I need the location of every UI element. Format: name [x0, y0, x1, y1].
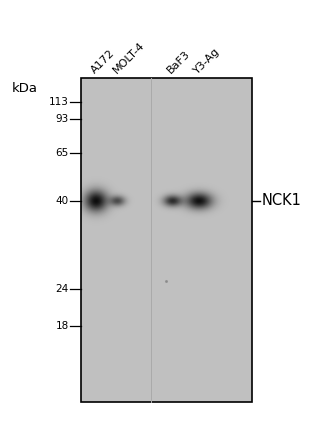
- Text: NCK1: NCK1: [262, 194, 301, 208]
- Text: 40: 40: [56, 196, 69, 206]
- Text: 24: 24: [56, 284, 69, 295]
- Text: 65: 65: [56, 148, 69, 159]
- Bar: [81, 78, 252, 402]
- Text: 113: 113: [49, 96, 69, 107]
- Text: 18: 18: [56, 321, 69, 331]
- Point: [163, 277, 169, 284]
- Text: 93: 93: [56, 114, 69, 124]
- Text: Y3-Ag: Y3-Ag: [192, 46, 222, 76]
- Text: kDa: kDa: [12, 82, 38, 95]
- Text: BaF3: BaF3: [166, 49, 192, 76]
- Text: MOLT-4: MOLT-4: [111, 40, 146, 76]
- Text: A172: A172: [89, 48, 117, 76]
